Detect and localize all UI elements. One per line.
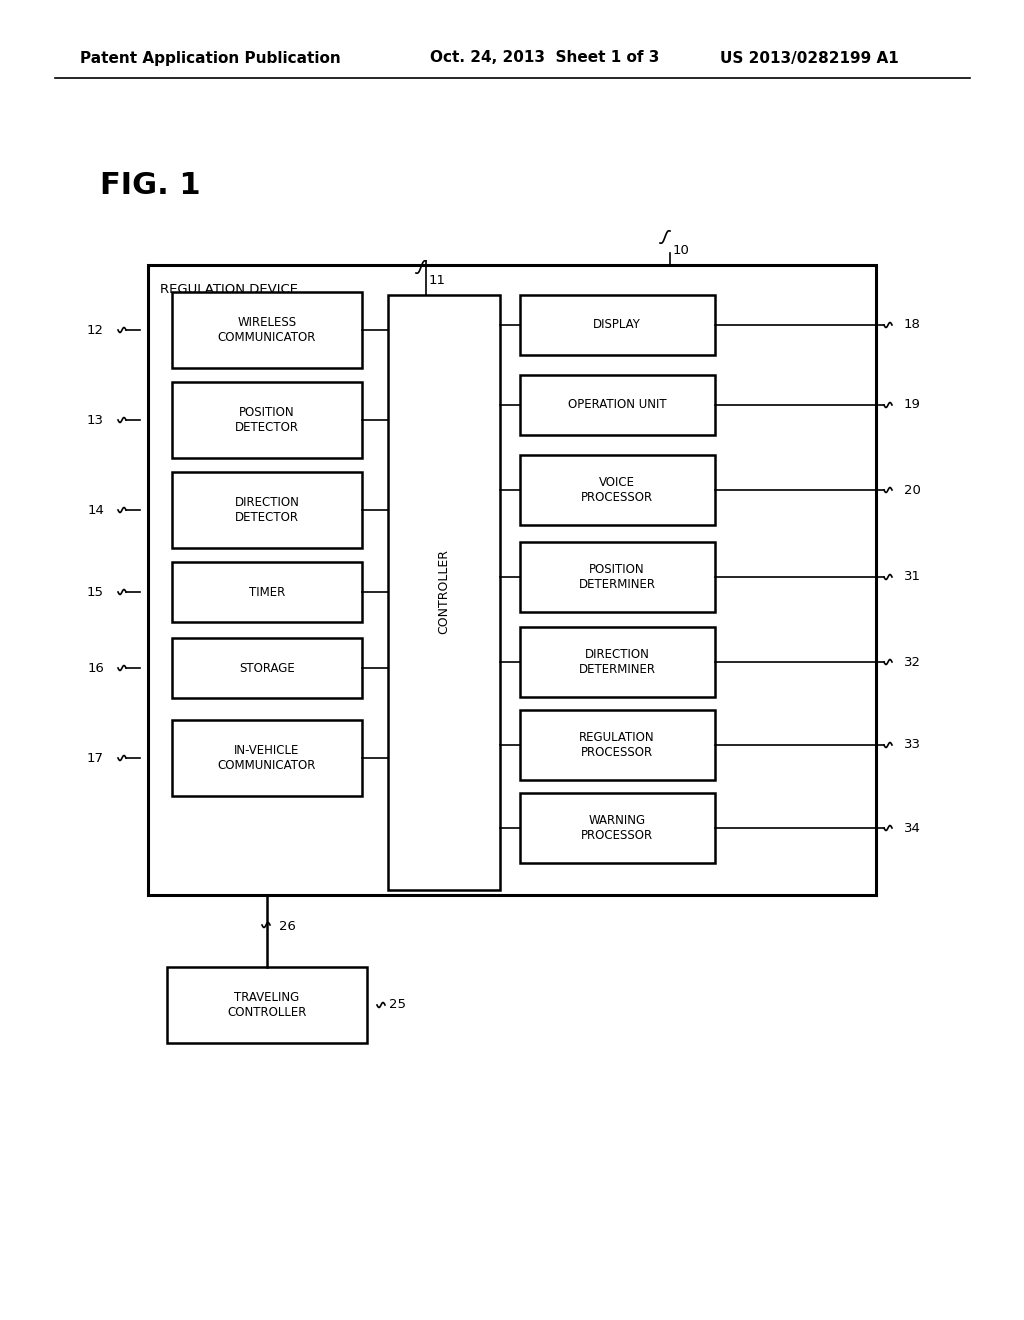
Text: 33: 33: [904, 738, 921, 751]
Text: 32: 32: [904, 656, 921, 668]
Text: 18: 18: [904, 318, 921, 331]
Text: OPERATION UNIT: OPERATION UNIT: [567, 399, 667, 412]
Text: DISPLAY: DISPLAY: [593, 318, 641, 331]
Text: VOICE
PROCESSOR: VOICE PROCESSOR: [581, 477, 653, 504]
Text: Patent Application Publication: Patent Application Publication: [80, 50, 341, 66]
Text: FIG. 1: FIG. 1: [100, 170, 201, 199]
Text: 19: 19: [904, 399, 921, 412]
Text: REGULATION
PROCESSOR: REGULATION PROCESSOR: [580, 731, 654, 759]
Text: STORAGE: STORAGE: [240, 661, 295, 675]
Bar: [172, 638, 362, 698]
Bar: [520, 543, 715, 612]
Text: DIRECTION
DETECTOR: DIRECTION DETECTOR: [234, 496, 299, 524]
Text: 25: 25: [389, 998, 406, 1011]
Bar: [172, 473, 362, 548]
Bar: [520, 375, 715, 436]
Text: WARNING
PROCESSOR: WARNING PROCESSOR: [581, 814, 653, 842]
Bar: [520, 455, 715, 525]
Text: DIRECTION
DETERMINER: DIRECTION DETERMINER: [579, 648, 655, 676]
Text: POSITION
DETECTOR: POSITION DETECTOR: [234, 407, 299, 434]
Text: 31: 31: [904, 570, 921, 583]
Bar: [172, 381, 362, 458]
Bar: [172, 562, 362, 622]
Text: 15: 15: [87, 586, 104, 598]
Text: 10: 10: [673, 244, 690, 257]
Text: 17: 17: [87, 751, 104, 764]
Text: 16: 16: [87, 661, 104, 675]
Bar: [520, 710, 715, 780]
Text: 26: 26: [279, 920, 296, 933]
Text: 12: 12: [87, 323, 104, 337]
Text: WIRELESS
COMMUNICATOR: WIRELESS COMMUNICATOR: [218, 315, 316, 345]
Text: REGULATION DEVICE: REGULATION DEVICE: [160, 282, 298, 296]
Text: TRAVELING
CONTROLLER: TRAVELING CONTROLLER: [227, 991, 306, 1019]
Bar: [167, 968, 367, 1043]
Bar: [520, 793, 715, 863]
Text: 11: 11: [429, 275, 446, 288]
Text: TIMER: TIMER: [249, 586, 285, 598]
Text: CONTROLLER: CONTROLLER: [437, 549, 451, 635]
Bar: [172, 292, 362, 368]
Text: 34: 34: [904, 821, 921, 834]
Bar: [520, 294, 715, 355]
Bar: [148, 265, 876, 895]
Text: US 2013/0282199 A1: US 2013/0282199 A1: [720, 50, 899, 66]
Bar: [520, 627, 715, 697]
Text: POSITION
DETERMINER: POSITION DETERMINER: [579, 564, 655, 591]
Text: Oct. 24, 2013  Sheet 1 of 3: Oct. 24, 2013 Sheet 1 of 3: [430, 50, 659, 66]
Bar: [172, 719, 362, 796]
Text: 13: 13: [87, 413, 104, 426]
Bar: [388, 294, 500, 890]
Text: 20: 20: [904, 483, 921, 496]
Text: IN-VEHICLE
COMMUNICATOR: IN-VEHICLE COMMUNICATOR: [218, 744, 316, 772]
Text: 14: 14: [87, 503, 104, 516]
